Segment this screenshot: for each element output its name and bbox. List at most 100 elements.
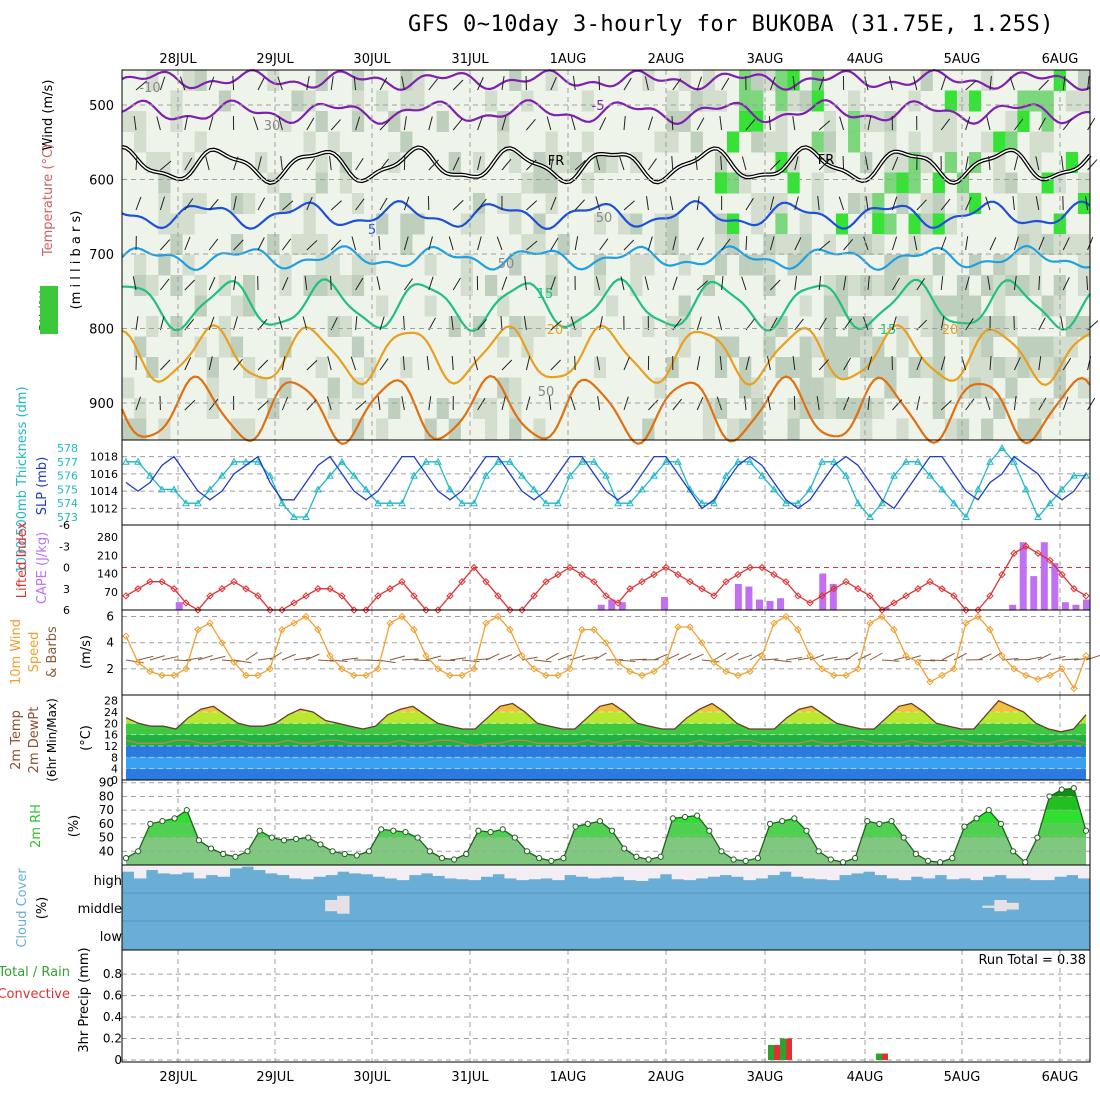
lifted-index-marker — [254, 592, 262, 600]
cloud-bar — [647, 865, 661, 879]
thickness-marker — [170, 485, 178, 493]
thickness-marker — [986, 457, 994, 465]
rh-marker — [839, 859, 847, 866]
wind-barb — [792, 76, 796, 91]
rh-cell — [848, 131, 861, 153]
cloud-bar — [241, 865, 254, 867]
rh-marker — [937, 859, 944, 866]
rh-cell — [896, 193, 909, 214]
rh-cell — [932, 316, 945, 337]
rh-cell — [835, 336, 849, 358]
lifted-index-marker — [818, 592, 826, 600]
rh-cell — [376, 418, 389, 440]
rh-marker — [487, 828, 494, 836]
wind-barb — [477, 156, 482, 171]
rh-cell — [412, 213, 425, 235]
wind-speed-marker — [974, 612, 982, 621]
cape-bar — [661, 596, 669, 610]
thickness-marker — [362, 485, 370, 493]
wind-barb — [184, 157, 193, 171]
wind-barb — [282, 200, 294, 211]
wind-barb — [888, 76, 893, 91]
cloud-bar — [145, 865, 159, 871]
wind-barb — [208, 398, 219, 411]
cape-bar — [829, 583, 837, 610]
wind-barb — [257, 237, 265, 251]
wind-barb — [257, 359, 269, 371]
wind-speed-marker — [326, 652, 334, 660]
cloud-bar — [922, 865, 936, 879]
rh-cell — [1005, 377, 1018, 399]
rh-marker — [754, 855, 761, 862]
lifted-index-marker — [578, 570, 586, 579]
rh-cell — [291, 90, 304, 112]
cloud-bar — [994, 865, 1007, 876]
lifted-index-marker — [230, 577, 238, 586]
date-label-top: 29JUL — [256, 52, 294, 67]
thickness-marker — [206, 485, 214, 493]
rh-cell — [775, 213, 788, 235]
wind-barb — [550, 156, 554, 171]
thickness-marker — [482, 471, 490, 479]
rh-cell — [714, 336, 728, 358]
lifted-index-marker — [998, 570, 1006, 579]
wind-barb — [355, 316, 358, 331]
lifted-index-marker — [146, 577, 154, 586]
wind-barb — [769, 76, 776, 91]
wind-barb — [745, 235, 748, 251]
rh-marker — [608, 827, 616, 834]
wind-barb — [1087, 397, 1096, 411]
wind-barb — [550, 276, 556, 291]
rh-cell — [690, 90, 703, 112]
thickness-marker — [134, 457, 142, 465]
wind-barb — [233, 156, 239, 171]
rh-cell — [593, 213, 607, 235]
lifted-index-marker — [194, 606, 202, 614]
rh-cell — [981, 336, 994, 358]
rh-cell — [739, 377, 752, 399]
thickness-marker — [926, 471, 934, 479]
rh-cell — [727, 234, 740, 255]
wind-speed-marker — [878, 612, 886, 621]
temp-ylabel2: 2m DewPt — [27, 707, 42, 774]
rh-marker — [596, 818, 604, 825]
wind-barb — [524, 276, 527, 291]
wind-barb — [595, 276, 601, 291]
rh-marker — [657, 853, 664, 860]
lifted-index-marker — [482, 577, 490, 586]
rh-marker — [268, 834, 275, 841]
rh-cell — [1017, 418, 1030, 440]
thickness-marker — [590, 457, 598, 465]
rh-cell — [908, 172, 921, 194]
rh-cell — [545, 193, 558, 214]
wind-barb — [1013, 236, 1019, 251]
wind-barb — [557, 654, 573, 661]
wind-barb — [669, 196, 674, 211]
rh-cell — [872, 213, 885, 235]
rh-cell — [351, 418, 365, 440]
rh-cell — [1029, 336, 1042, 358]
rh-cell — [993, 172, 1006, 194]
wind-barb — [245, 651, 258, 661]
rh-marker — [390, 827, 397, 834]
rh-marker — [706, 827, 713, 834]
date-label-bottom: 5AUG — [944, 1070, 981, 1085]
thickness-marker — [950, 499, 958, 507]
lifted-index-marker — [854, 585, 862, 593]
wind-barb — [160, 278, 170, 291]
rh-cell — [932, 295, 945, 317]
rh-cell — [206, 398, 219, 419]
wind-barb — [671, 156, 674, 171]
rh-cell — [1005, 131, 1018, 153]
wind-barb — [221, 659, 240, 662]
wind-barb — [355, 277, 364, 291]
rh-cell — [787, 234, 800, 255]
rh-cell — [787, 90, 800, 112]
wind-barb — [953, 652, 967, 661]
wind-barb — [766, 356, 771, 371]
wind-barb — [989, 356, 992, 371]
wind-barb — [281, 238, 292, 251]
rh-cell — [872, 336, 885, 358]
rh-cell — [364, 254, 377, 276]
rh-marker — [1046, 793, 1053, 800]
